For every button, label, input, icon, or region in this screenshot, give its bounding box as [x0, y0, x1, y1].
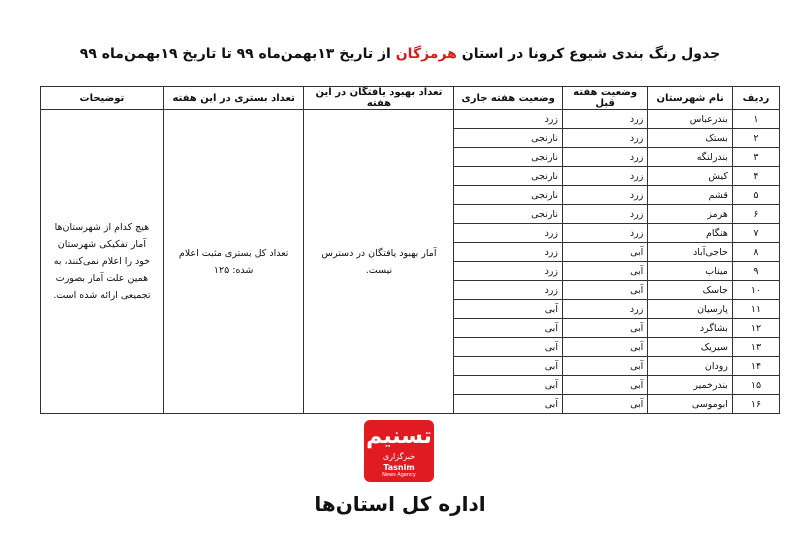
table-cell: ۴	[731, 166, 781, 186]
header-row: ردیف نام شهرستان وضعیت هفته قبل وضعیت هفته …	[40, 86, 781, 110]
header-cell: تعداد بهبود یافتگان در این هفته	[303, 86, 455, 110]
table: ردیف نام شهرستان وضعیت هفته قبل وضعیت هفته …	[40, 86, 781, 414]
table-cell: زرد	[561, 147, 649, 167]
table-cell: پارسیان	[647, 299, 733, 319]
table-row: ۷ هنگام زرد زرد	[41, 223, 781, 243]
table-cell: آبی	[561, 280, 649, 300]
table-cell: ۱۱	[731, 299, 781, 319]
header-cell: توضیحات	[40, 86, 164, 110]
table-cell: ۲	[731, 128, 781, 148]
header-cell: تعداد بستری در این هفته	[162, 86, 305, 110]
table-cell: زرد	[561, 109, 649, 129]
table-row: ۴ کیش زرد نارنجی	[41, 166, 781, 186]
header-cell: وضعیت هفته قبل	[561, 86, 649, 110]
table-row: ۱۰ جاسک آبی زرد	[41, 280, 781, 300]
table-cell: ۹	[731, 261, 781, 281]
table-cell: زرد	[561, 166, 649, 186]
table-cell: آبی	[453, 394, 563, 414]
table-cell: زرد	[561, 204, 649, 224]
table-cell: ۱۳	[731, 337, 781, 357]
department: اداره کل استان‌ها	[314, 492, 486, 516]
table-cell: کیش	[647, 166, 733, 186]
table-cell: هنگام	[647, 223, 733, 243]
table-cell: ۱۲	[731, 318, 781, 338]
table-cell: آبی	[453, 318, 563, 338]
title-part: جدول رنگ بندی شیوع کرونا در استان	[461, 46, 721, 62]
table-cell: بستک	[647, 128, 733, 148]
table-cell: نارنجی	[453, 128, 563, 148]
table-cell: زرد	[561, 299, 649, 319]
table-cell: آبی	[561, 375, 649, 395]
table-cell: نارنجی	[453, 147, 563, 167]
notes-cell: هیچ کدام از شهرستان‌ها آمار تفکیکی شهرست…	[40, 109, 164, 414]
logo: تسنیم خبرگزاری Tasnim News Agency	[364, 420, 434, 482]
table-cell: ۱۶	[731, 394, 781, 414]
table-cell: زرد	[453, 261, 563, 281]
table-row: ۲ بستک زرد نارنجی	[41, 128, 781, 148]
logo-brand-sub: News Agency	[382, 472, 416, 478]
table-cell: آبی	[561, 356, 649, 376]
hospitalized-cell: تعداد کل بستری مثبت اعلام شده: ۱۲۵	[162, 109, 305, 414]
table-cell: ۸	[731, 242, 781, 262]
table-cell: سیریک	[647, 337, 733, 357]
table-cell: ۱۴	[731, 356, 781, 376]
table-cell: آبی	[453, 299, 563, 319]
table-row: ۶ هرمز زرد نارنجی	[41, 204, 781, 224]
table-cell: میناب	[647, 261, 733, 281]
title: جدول رنگ بندی شیوع کرونا در استان هرمزگا…	[20, 46, 780, 62]
header-cell: نام شهرستان	[647, 86, 733, 110]
table-cell: آبی	[453, 375, 563, 395]
table-cell: زرد	[453, 109, 563, 129]
table-cell: ۷	[731, 223, 781, 243]
table-cell: آبی	[561, 337, 649, 357]
table-cell: آبی	[561, 318, 649, 338]
table-cell: زرد	[561, 185, 649, 205]
table-cell: زرد	[453, 280, 563, 300]
table-cell: آبی	[453, 356, 563, 376]
table-cell: بندرخمیر	[647, 375, 733, 395]
table-cell: زرد	[453, 242, 563, 262]
table-cell: ۳	[731, 147, 781, 167]
table-cell: ابوموسی	[647, 394, 733, 414]
table-cell: ۵	[731, 185, 781, 205]
title-part: از تاریخ ۱۳بهمن‌ماه ۹۹ تا تاریخ ۱۹بهمن‌م…	[79, 46, 391, 62]
table-cell: بندرعباس	[647, 109, 733, 129]
table-cell: زرد	[453, 223, 563, 243]
table-cell: نارنجی	[453, 204, 563, 224]
table-body: ۱ بندرعباس زرد زرد آمار بهبود یافتگان در دست…	[40, 109, 781, 414]
recovered-cell: آمار بهبود یافتگان در دسترس نیست.	[303, 109, 455, 414]
logo-brand: Tasnim	[383, 463, 415, 472]
logo-agency: خبرگزاری	[382, 452, 416, 461]
table-cell: ۶	[731, 204, 781, 224]
table-cell: آبی	[453, 337, 563, 357]
table-row: ۱۱ پارسیان زرد آبی	[41, 299, 781, 319]
table-cell: بشاگرد	[647, 318, 733, 338]
table-row: ۱ بندرعباس زرد زرد آمار بهبود یافتگان در دست…	[40, 109, 781, 414]
table-cell: ۱۵	[731, 375, 781, 395]
table-row: ۹ میناب آبی زرد	[41, 261, 781, 281]
table-cell: رودان	[647, 356, 733, 376]
table-cell: حاجی‌آباد	[647, 242, 733, 262]
header-cell: ردیف	[731, 86, 781, 110]
table-cell: آبی	[561, 394, 649, 414]
title-highlight: هرمزگان	[395, 46, 457, 62]
logo-mark: تسنیم	[366, 424, 432, 449]
table-cell: قشم	[647, 185, 733, 205]
table-cell: ۱۰	[731, 280, 781, 300]
table-row: ۱۳ سیریک آبی آبی	[41, 337, 781, 357]
table-cell: آبی	[561, 242, 649, 262]
table-cell: ۱	[731, 109, 781, 129]
table-cell: زرد	[561, 128, 649, 148]
table-cell: جاسک	[647, 280, 733, 300]
header-cell: وضعیت هفته جاری	[453, 86, 563, 110]
table-cell: بندرلنگه	[647, 147, 733, 167]
table-cell: هرمز	[647, 204, 733, 224]
table-cell: زرد	[561, 223, 649, 243]
table-cell: نارنجی	[453, 166, 563, 186]
table-row: ۱۶ ابوموسی آبی آبی	[41, 394, 781, 414]
table-cell: آبی	[561, 261, 649, 281]
table-cell: نارنجی	[453, 185, 563, 205]
